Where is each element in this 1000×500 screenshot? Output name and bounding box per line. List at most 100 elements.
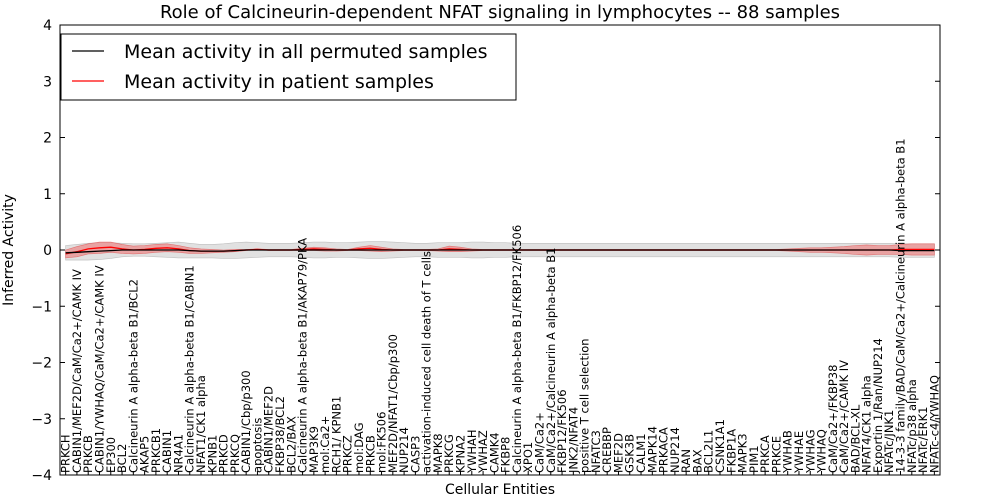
y-tick-label: −1 xyxy=(31,299,52,315)
x-tick-label: BAX xyxy=(690,449,704,473)
x-tick-label: MEF2D xyxy=(612,433,626,473)
x-tick-label: YWHAZ xyxy=(476,430,490,474)
x-tick-label: NUP214 xyxy=(668,427,682,473)
plot-area-frame xyxy=(59,24,941,476)
x-tick-label: CSNK1A1 xyxy=(713,419,727,473)
x-tick-label: Calcineurin A alpha-beta B1/CABIN1 xyxy=(183,265,197,473)
x-tick-label: PRKCD xyxy=(217,434,231,473)
x-tick-label: CABIN1/MEF2D xyxy=(262,386,276,473)
x-tick-label: PRKCB1 xyxy=(149,428,163,473)
x-tick-label: MAPK8 xyxy=(431,433,445,473)
x-tick-label: RCH1/ KPNB1 xyxy=(329,396,343,473)
x-tick-label: KPNB1 xyxy=(205,435,219,473)
x-tick-label: PRKCG xyxy=(442,434,456,473)
x-tick-label: CREBBP xyxy=(600,427,614,473)
x-tick-label: CASP3 xyxy=(408,436,422,473)
x-tick-label: NR4A1 xyxy=(172,434,186,473)
series-lines xyxy=(65,246,935,255)
x-tick-label: CaM/Ca2+/FKBP38 xyxy=(826,365,840,473)
x-tick-label: MEF2D/NFAT1/Cbp/p300 xyxy=(386,334,400,473)
x-tick-label: CaM/Ca2+ xyxy=(533,412,547,473)
x-tick-label: PRKCH xyxy=(59,434,73,473)
y-tick-label: 4 xyxy=(43,18,52,34)
y-tick-label: −2 xyxy=(31,356,52,372)
x-tick-label: positive T cell selection xyxy=(578,338,592,473)
x-tick-label: NFATc-c4/YWHAQ xyxy=(927,375,941,473)
permuted-mean-line xyxy=(65,249,935,254)
y-tick-labels: −4 −3 −2 −1 0 1 2 3 4 xyxy=(31,18,52,484)
x-tick-label: mol:Ca2+ xyxy=(318,416,332,473)
x-tick-label: FKBP8 xyxy=(499,437,513,473)
legend: Mean activity in all permuted samples Me… xyxy=(60,33,517,101)
x-tick-label: NFAT1/CK1 alpha xyxy=(194,375,208,473)
x-tick-label: PRKCQ xyxy=(228,434,242,473)
x-tick-label: NUP214 xyxy=(397,427,411,473)
x-tick-label: PRKCZ xyxy=(341,435,355,473)
x-tick-label: Calcineurin A alpha-beta B1/AKAP79/PKA xyxy=(296,238,310,473)
x-tick-label: PRKACA xyxy=(657,427,671,473)
x-tick-label: activation-induced cell death of T cells xyxy=(420,251,434,473)
y-tick-label: 3 xyxy=(43,74,52,90)
x-tick-label: CABIN1/YWHAQ/CaM/Ca2+/CAMK IV xyxy=(93,265,107,473)
x-tick-label: Exportin 1/Ran/NUP214 xyxy=(871,338,885,473)
x-tick-label: YWHAQ xyxy=(815,429,829,474)
chart-title: Role of Calcineurin-dependent NFAT signa… xyxy=(160,2,840,23)
y-tick-label: −3 xyxy=(31,412,52,428)
x-tick-label: PRKCB xyxy=(81,435,95,473)
x-tick-label: GSK3B xyxy=(623,434,637,473)
x-tick-label: CaM/Ca2+/Calcineurin A alpha-beta B1 xyxy=(544,248,558,473)
x-tick-label: PRKCA xyxy=(758,435,772,473)
x-tick-label: NFATc/ERK1 xyxy=(916,406,930,473)
x-axis-label: Cellular Entities xyxy=(445,482,555,498)
x-tick-label: FKBP38/BCL2 xyxy=(273,396,287,473)
legend-box xyxy=(60,33,517,101)
axis-ticks xyxy=(60,24,940,476)
x-tick-label: CAMK4 xyxy=(487,432,501,473)
x-tick-label: NFATc/p38 alpha xyxy=(905,379,919,473)
x-tick-label: MAPK3 xyxy=(736,433,750,473)
x-tick-label: BCL2 xyxy=(115,444,129,473)
x-tick-label: mol:DAG xyxy=(352,422,366,473)
x-tick-label: CABIN1 xyxy=(160,430,174,473)
x-tick-label: MAP3K9 xyxy=(307,426,321,473)
x-tick-label: 14-3-3 family/BAD/CaM/Ca2+/Calcineurin A… xyxy=(894,138,908,473)
x-tick-label: BCL2/BAX xyxy=(284,416,298,473)
x-tick-label: YWHAB xyxy=(781,430,795,474)
y-tick-label: −4 xyxy=(31,468,52,484)
x-tick-label: EP300 xyxy=(104,437,118,473)
x-tick-label: PRKCE xyxy=(769,436,783,473)
x-tick-label: JNK2/NFAT4 xyxy=(566,407,580,474)
legend-label-patient: Mean activity in patient samples xyxy=(124,71,434,93)
x-tick-label: CALM1 xyxy=(634,433,648,473)
x-tick-label: YWHAH xyxy=(465,429,479,474)
x-tick-label: CABIN1/MEF2D/CaM/Ca2+/CAMK IV xyxy=(70,269,84,473)
x-tick-label: CABIN1/Cbp/p300 xyxy=(239,370,253,473)
x-tick-label: Calcineurin A alpha-beta B1/FKBP12/FK506 xyxy=(510,225,524,473)
x-tick-label: apoptosis xyxy=(250,418,264,473)
x-tick-label: AKAP5 xyxy=(138,436,152,473)
x-tick-label: XPO1 xyxy=(521,442,535,473)
x-tick-label: mol:FK506 xyxy=(375,412,389,473)
x-tick-label: YWHAE xyxy=(792,431,806,474)
x-tick-label: FKBP1A xyxy=(724,429,738,473)
x-tick-label: BAD/BCL-XL xyxy=(848,404,862,473)
x-tick-label: FKBP12/FK506 xyxy=(555,389,569,473)
x-tick-label: NFATC3 xyxy=(589,430,603,473)
x-tick-label: BCL2L1 xyxy=(702,430,716,473)
x-tick-label: PIM1 xyxy=(747,445,761,473)
x-tick-label: NFAT4/CK1 alpha xyxy=(860,375,874,473)
x-tick-label: KPNA2 xyxy=(454,435,468,473)
y-tick-label: 0 xyxy=(43,243,52,259)
x-tick-label: NFATc/JNK1 xyxy=(882,410,896,473)
x-tick-label: YWHAG xyxy=(803,429,817,474)
x-tick-label: MAPK14 xyxy=(645,426,659,473)
x-tick-label: PRKCB xyxy=(363,435,377,473)
x-tick-label: Calcineurin A alpha-beta B1/BCL2 xyxy=(126,279,140,473)
y-axis-label: Inferred Activity xyxy=(1,194,17,306)
x-tick-label: CaM/Ca2+/CAMK IV xyxy=(837,360,851,473)
x-tick-label: RAN xyxy=(679,449,693,473)
legend-label-permuted: Mean activity in all permuted samples xyxy=(124,41,487,63)
y-tick-label: 2 xyxy=(43,131,52,147)
